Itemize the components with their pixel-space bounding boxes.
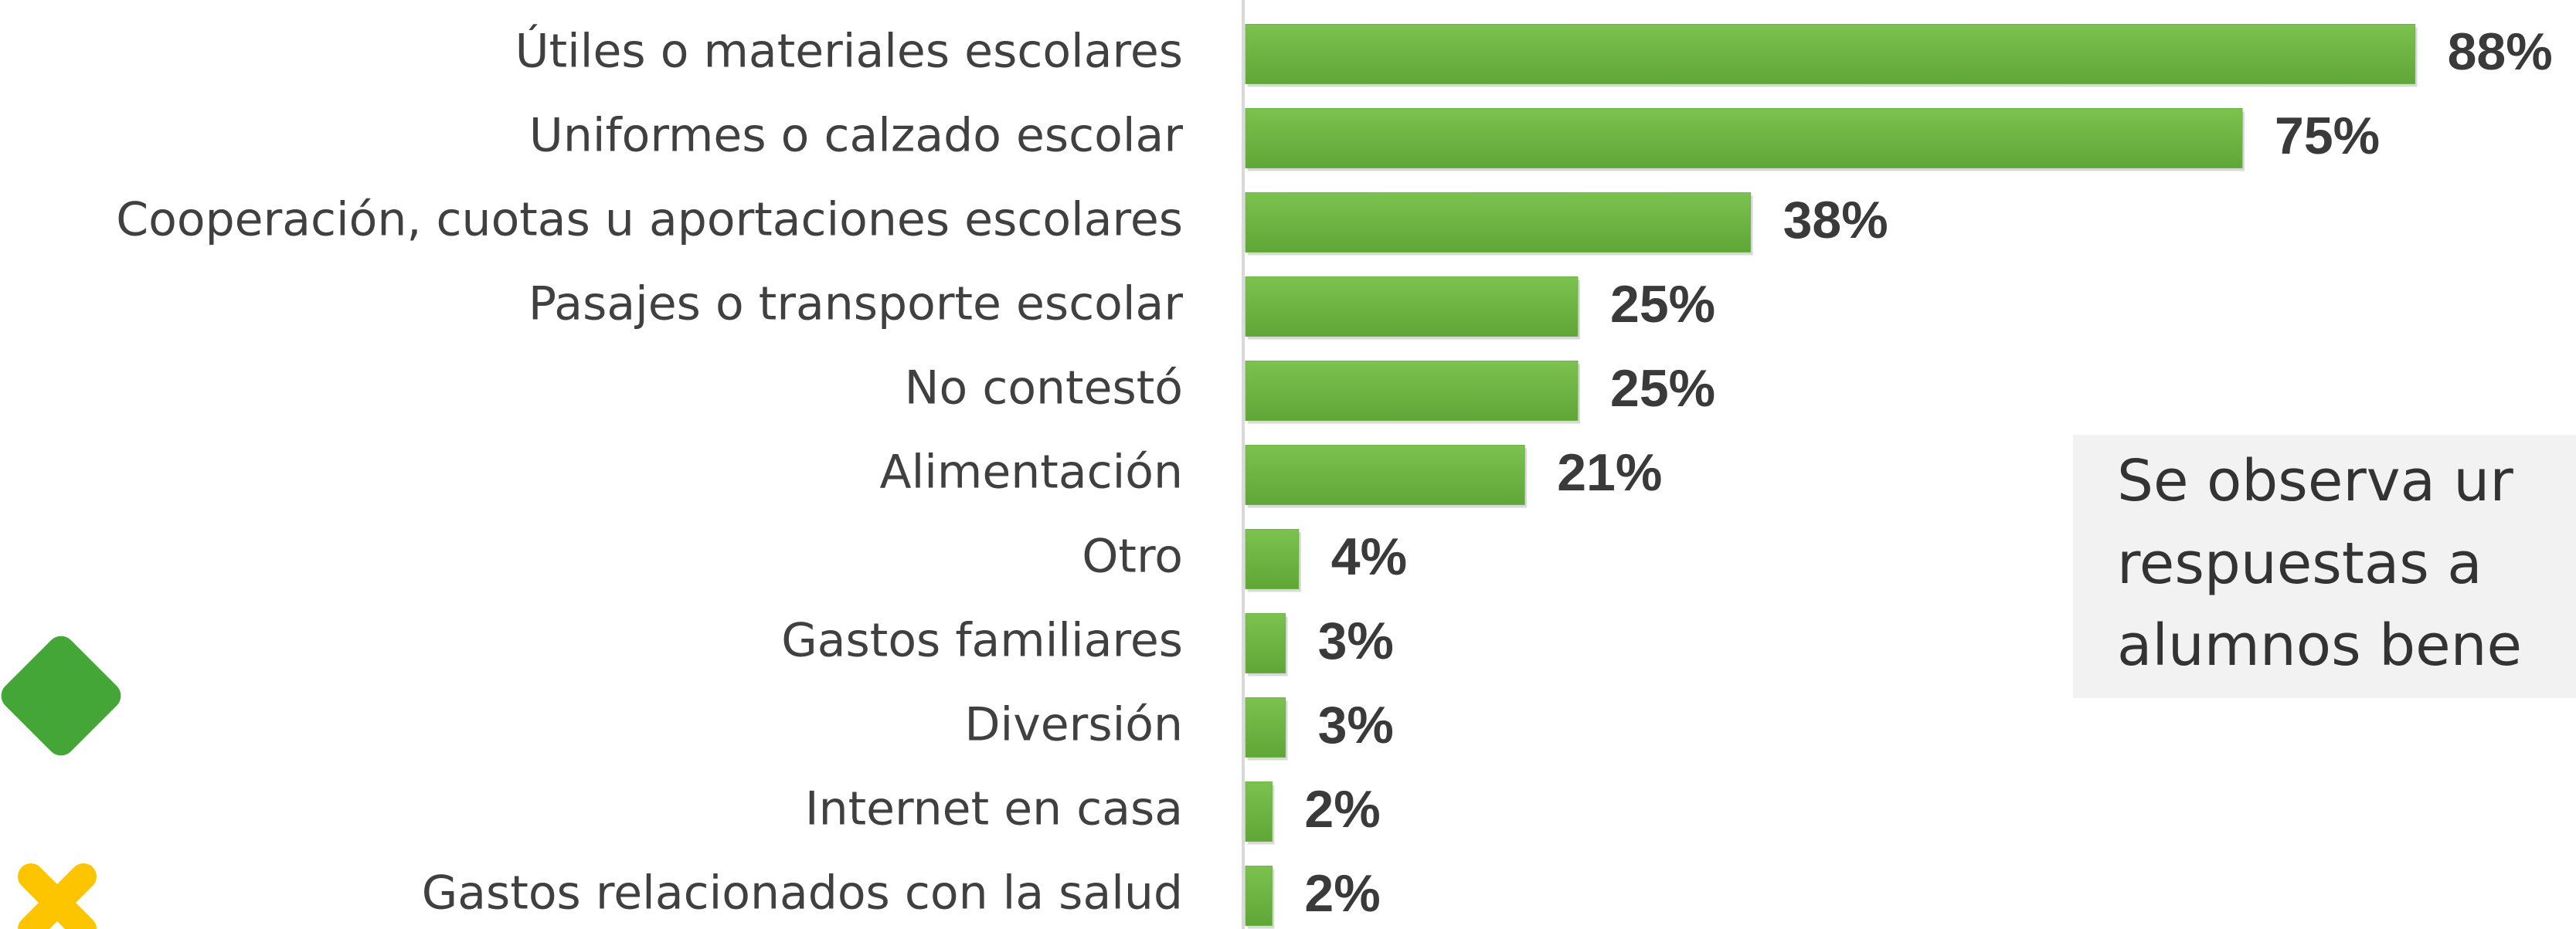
value-label: 3% [1318, 612, 1394, 670]
value-label: 25% [1610, 275, 1715, 334]
category-label: Gastos familiares [781, 614, 1183, 668]
note-line: Se observa ur [2117, 448, 2513, 514]
value-label: 2% [1304, 864, 1380, 923]
category-label: Cooperación, cuotas u aportaciones escol… [116, 193, 1183, 247]
value-label: 25% [1610, 359, 1715, 418]
bar [1245, 613, 1286, 673]
value-label: 4% [1331, 527, 1407, 586]
value-label: 2% [1304, 780, 1380, 839]
category-label: Otro [1082, 530, 1183, 584]
bar [1245, 782, 1273, 842]
note-line: respuestas a [2117, 531, 2483, 597]
category-label: Gastos relacionados con la salud [422, 866, 1183, 921]
bar [1245, 866, 1273, 926]
value-label: 21% [1557, 443, 1662, 502]
bar [1245, 192, 1752, 253]
bar [1245, 697, 1286, 758]
category-label: Uniformes o calzado escolar [529, 109, 1183, 163]
note-box [2073, 435, 2576, 698]
note-line: alumnos bene [2117, 612, 2522, 679]
value-label: 38% [1783, 191, 1888, 249]
value-label: 88% [2448, 22, 2553, 81]
diamond-icon [1, 636, 121, 756]
value-label: 3% [1318, 696, 1394, 754]
bar [1245, 108, 2243, 168]
category-label: Internet en casa [805, 782, 1183, 836]
bar [1245, 361, 1579, 421]
bar [1245, 24, 2416, 84]
category-label: Útiles o materiales escolares [515, 24, 1183, 79]
category-label: Alimentación [880, 446, 1183, 500]
category-label: Pasajes o transporte escolar [528, 277, 1184, 331]
x-icon [18, 863, 97, 929]
bar [1245, 529, 1300, 589]
value-label: 75% [2275, 107, 2380, 165]
bar [1245, 276, 1579, 337]
bar [1245, 445, 1525, 505]
category-label: No contestó [905, 361, 1183, 415]
category-label: Diversión [964, 698, 1183, 752]
